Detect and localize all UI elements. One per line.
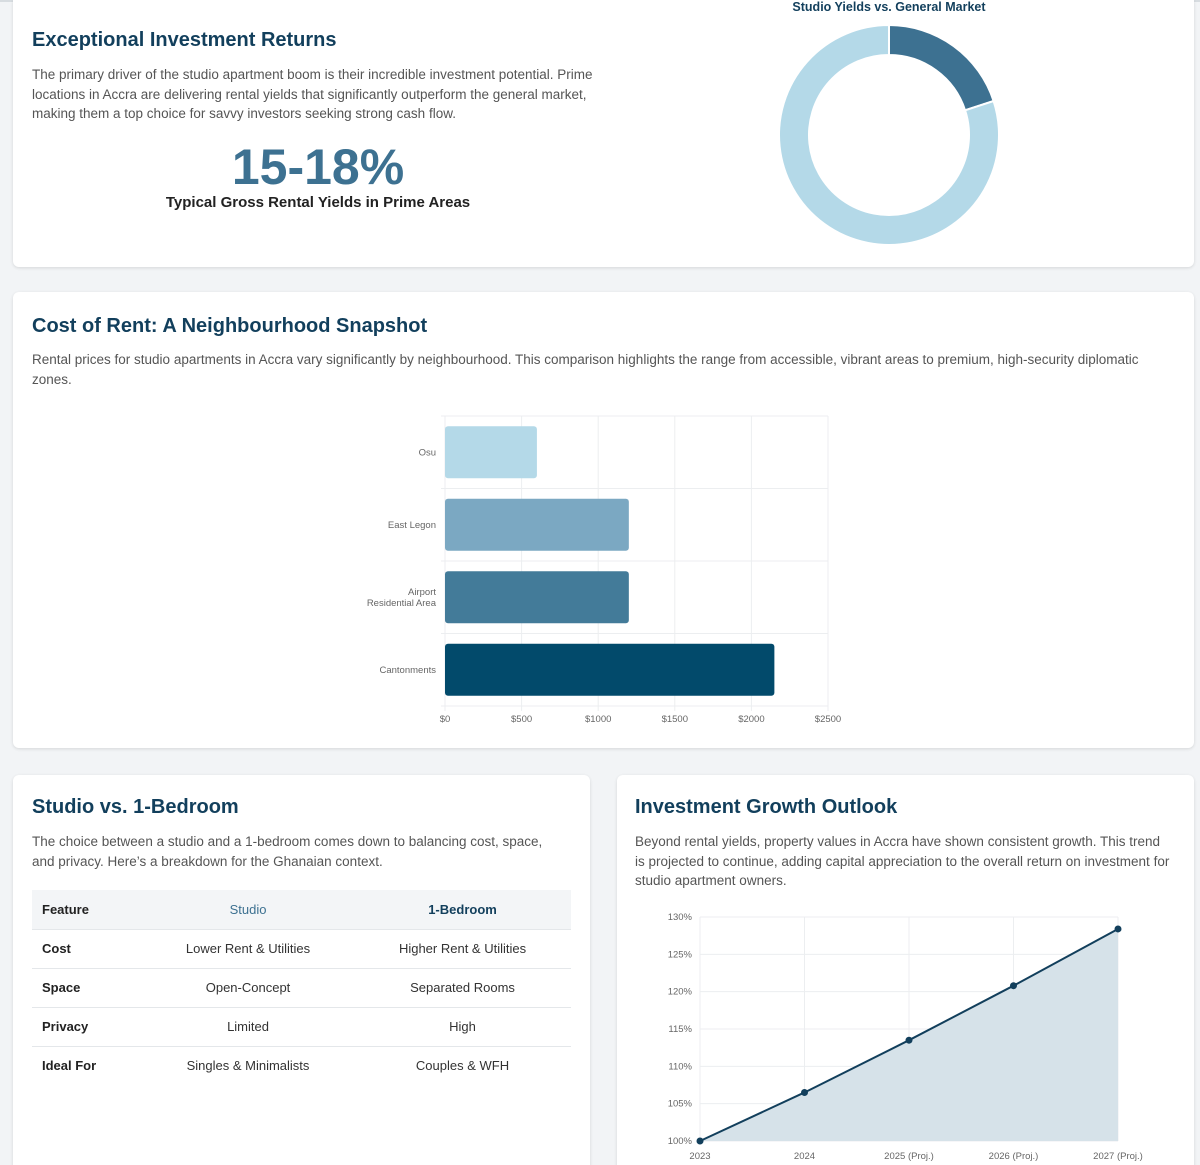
- x-tick-label: 2023: [689, 1151, 710, 1162]
- row-feature: Privacy: [32, 1007, 142, 1047]
- bar: [445, 571, 629, 624]
- header-feature: Feature: [32, 890, 142, 930]
- headline-value: 15-18%: [231, 139, 405, 195]
- y-tick-label: 125%: [668, 949, 693, 960]
- y-tick-label: 100%: [668, 1136, 693, 1147]
- investment-title: Exceptional Investment Returns: [32, 29, 337, 51]
- x-tick-label: 2024: [794, 1151, 815, 1162]
- row-studio: Singles & Minimalists: [186, 1058, 310, 1074]
- x-tick-label: $2000: [738, 714, 764, 725]
- y-tick-label: 105%: [668, 1099, 693, 1110]
- category-label: East Legon: [388, 520, 436, 531]
- row-1-bedroom: High: [354, 1007, 571, 1047]
- header-studio: Studio: [142, 890, 355, 930]
- x-tick-label: $2500: [815, 714, 841, 725]
- x-tick-label: $1000: [585, 714, 611, 725]
- comparison-description: The choice between a studio and a 1-bedr…: [32, 834, 543, 869]
- y-tick-label: 120%: [668, 987, 693, 998]
- growth-area-chart: 100% 105% 110% 115% 120% 125% 130% 2023 2024 2025…: [668, 912, 1143, 1162]
- bar: [445, 498, 629, 551]
- comparison-table: Feature Studio 1-Bedroom Cost Lower Rent…: [32, 890, 571, 1085]
- donut-chart-title: Studio Yields vs. General Market: [792, 0, 986, 14]
- row-1-bedroom: Couples & WFH: [415, 1058, 510, 1074]
- header-1-bedroom: 1-Bedroom: [354, 890, 571, 930]
- table-header-row: Feature Studio 1-Bedroom: [32, 890, 571, 930]
- row-1-bedroom: Separated Rooms: [354, 968, 571, 1008]
- comparison-card: Studio vs. 1-Bedroom The choice between …: [13, 775, 590, 1165]
- row-1-bedroom: Higher Rent & Utilities: [354, 929, 571, 969]
- bar: [445, 426, 537, 479]
- y-tick-label: 130%: [668, 912, 693, 923]
- category-label: Osu: [419, 447, 436, 458]
- rent-description: Rental prices for studio apartments in A…: [32, 352, 1139, 387]
- category-label: Residential Area: [367, 598, 437, 609]
- x-tick-label: $0: [440, 714, 451, 725]
- y-tick-label: 110%: [668, 1061, 692, 1072]
- row-studio: Lower Rent & Utilities: [142, 929, 355, 969]
- rent-bar-chart: $0 $500 $1000 $1500 $2000 $2500 Osu East Legon A…: [367, 415, 841, 725]
- comparison-title: Studio vs. 1-Bedroom: [32, 796, 239, 818]
- growth-description: Beyond rental yields, property values in…: [635, 834, 1170, 888]
- donut-slice: [778, 23, 1000, 246]
- data-point: [696, 1137, 704, 1145]
- row-studio: Open-Concept: [142, 968, 355, 1008]
- table-row: Cost Lower Rent & Utilities Higher Rent …: [32, 929, 571, 969]
- investment-description: The primary driver of the studio apartme…: [32, 67, 593, 121]
- area-fill: [700, 928, 1118, 1141]
- donut-slice: [888, 23, 995, 112]
- data-point: [905, 1036, 913, 1044]
- yield-donut-chart: [778, 23, 1000, 246]
- x-tick-label: $500: [511, 714, 532, 725]
- x-tick-label: 2026 (Proj.): [989, 1151, 1039, 1162]
- data-point: [1114, 925, 1122, 933]
- x-tick-label: 2027 (Proj.): [1093, 1151, 1143, 1162]
- x-tick-label: $1500: [662, 714, 688, 725]
- table-row: Privacy Limited High: [32, 1007, 571, 1047]
- category-label: Airport: [408, 587, 436, 598]
- category-label: Cantonments: [379, 665, 436, 676]
- row-studio: Limited: [142, 1007, 355, 1047]
- row-feature: Cost: [32, 929, 142, 969]
- row-feature: Ideal For: [42, 1058, 97, 1074]
- table-row: Space Open-Concept Separated Rooms: [32, 968, 571, 1008]
- growth-title: Investment Growth Outlook: [635, 796, 898, 818]
- headline-caption: Typical Gross Rental Yields in Prime Are…: [165, 194, 471, 211]
- rent-title: Cost of Rent: A Neighbourhood Snapshot: [32, 315, 428, 337]
- data-point: [801, 1088, 808, 1096]
- growth-outlook-card: Investment Growth Outlook Beyond rental …: [617, 775, 1194, 1165]
- x-tick-label: 2025 (Proj.): [884, 1151, 934, 1162]
- data-point: [1010, 982, 1017, 990]
- bar: [445, 643, 775, 696]
- y-tick-label: 115%: [668, 1024, 692, 1035]
- row-feature: Space: [32, 968, 142, 1008]
- table-row: Ideal For Singles & Minimalists Couples …: [32, 1046, 571, 1085]
- rent-cost-card: Cost of Rent: A Neighbourhood Snapshot R…: [13, 292, 1194, 748]
- investment-returns-card: Exceptional Investment Returns The prima…: [13, 0, 1194, 267]
